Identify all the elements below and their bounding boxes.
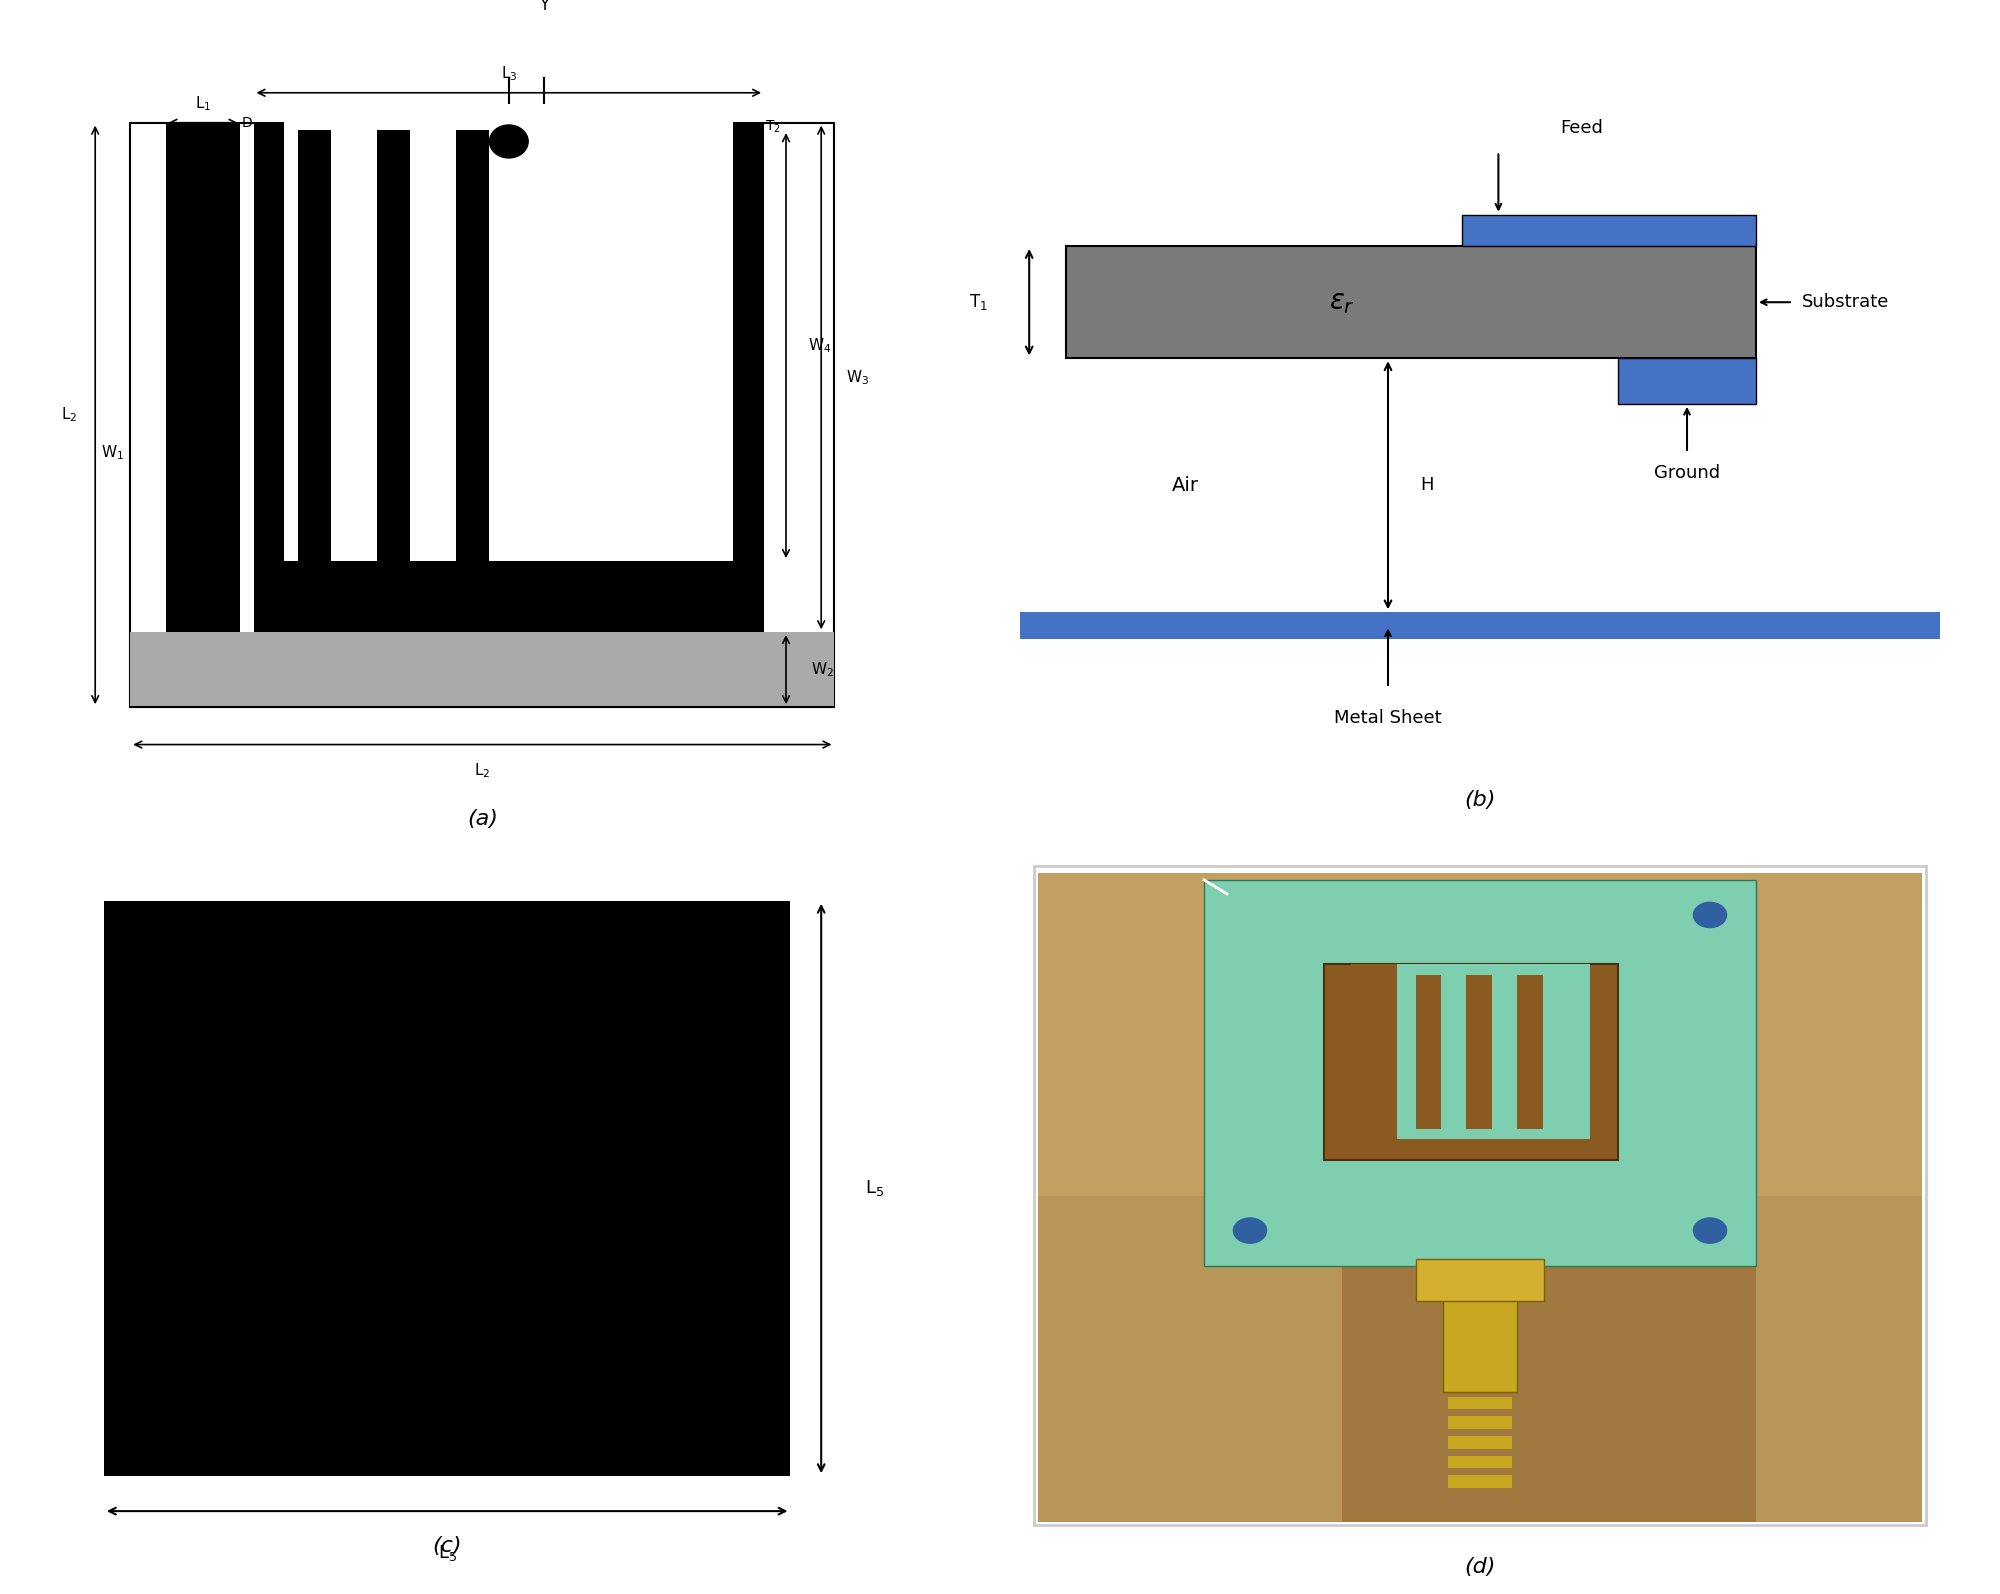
Bar bbox=[1448, 1455, 1512, 1468]
Bar bbox=[284, 104, 734, 561]
Text: H: H bbox=[1420, 477, 1434, 494]
Bar bbox=[1466, 974, 1492, 1129]
Bar bbox=[1416, 1259, 1544, 1301]
Bar bbox=[1066, 245, 1756, 359]
Text: L$_4$: L$_4$ bbox=[284, 118, 300, 134]
Bar bbox=[1204, 880, 1756, 1266]
Circle shape bbox=[1694, 1218, 1726, 1243]
Bar bbox=[1448, 1436, 1512, 1449]
Circle shape bbox=[490, 124, 528, 158]
Bar bbox=[1038, 874, 1922, 1196]
Text: L$_3$: L$_3$ bbox=[500, 65, 518, 83]
Bar bbox=[1448, 1396, 1512, 1409]
Text: $\varepsilon_r$: $\varepsilon_r$ bbox=[1328, 289, 1356, 316]
Text: L$_5$: L$_5$ bbox=[438, 1543, 456, 1562]
Circle shape bbox=[1694, 902, 1726, 928]
Bar bbox=[130, 123, 834, 708]
Bar bbox=[1416, 974, 1442, 1129]
Text: W$_2$: W$_2$ bbox=[810, 660, 834, 679]
Text: T$_1$: T$_1$ bbox=[970, 292, 988, 312]
Text: T$_2$: T$_2$ bbox=[764, 118, 780, 134]
Text: S: S bbox=[320, 577, 328, 590]
Bar bbox=[298, 131, 332, 561]
Text: Metal Sheet: Metal Sheet bbox=[1334, 709, 1442, 727]
Text: D: D bbox=[242, 116, 252, 129]
Bar bbox=[1342, 1207, 1756, 1522]
Text: L$_2$: L$_2$ bbox=[60, 405, 76, 424]
Bar bbox=[1020, 612, 1940, 639]
Text: Ground: Ground bbox=[1654, 464, 1720, 481]
Bar bbox=[1462, 215, 1756, 245]
Text: W$_3$: W$_3$ bbox=[846, 368, 868, 387]
Text: (b): (b) bbox=[1464, 791, 1496, 810]
Bar bbox=[1618, 359, 1756, 403]
Text: L$_1$: L$_1$ bbox=[194, 94, 212, 113]
Bar bbox=[1448, 1476, 1512, 1487]
Bar bbox=[1444, 1266, 1516, 1392]
Text: W$_1$: W$_1$ bbox=[102, 443, 124, 462]
Circle shape bbox=[1234, 1218, 1266, 1243]
Text: X: X bbox=[636, 132, 648, 150]
Text: Substrate: Substrate bbox=[1802, 293, 1890, 311]
Text: (d): (d) bbox=[1464, 1557, 1496, 1576]
Bar bbox=[166, 123, 240, 633]
Text: Y: Y bbox=[538, 0, 550, 14]
Bar bbox=[1324, 964, 1618, 1160]
Bar bbox=[1352, 964, 1398, 1140]
Text: Z: Z bbox=[504, 172, 514, 190]
Bar bbox=[254, 123, 764, 633]
Bar bbox=[1448, 1417, 1512, 1430]
Bar bbox=[1352, 964, 1590, 1140]
Bar bbox=[456, 131, 490, 561]
Text: Air: Air bbox=[1172, 475, 1200, 494]
Text: L$_2$: L$_2$ bbox=[474, 762, 490, 779]
Text: (c): (c) bbox=[432, 1537, 462, 1556]
Bar bbox=[104, 901, 790, 1476]
Text: Feed: Feed bbox=[1560, 120, 1602, 137]
Bar bbox=[376, 131, 410, 561]
Bar bbox=[1516, 974, 1542, 1129]
Text: L$_5$: L$_5$ bbox=[866, 1178, 884, 1199]
Text: (a): (a) bbox=[466, 810, 498, 829]
Text: W$_4$: W$_4$ bbox=[808, 336, 832, 355]
Bar bbox=[130, 633, 834, 708]
